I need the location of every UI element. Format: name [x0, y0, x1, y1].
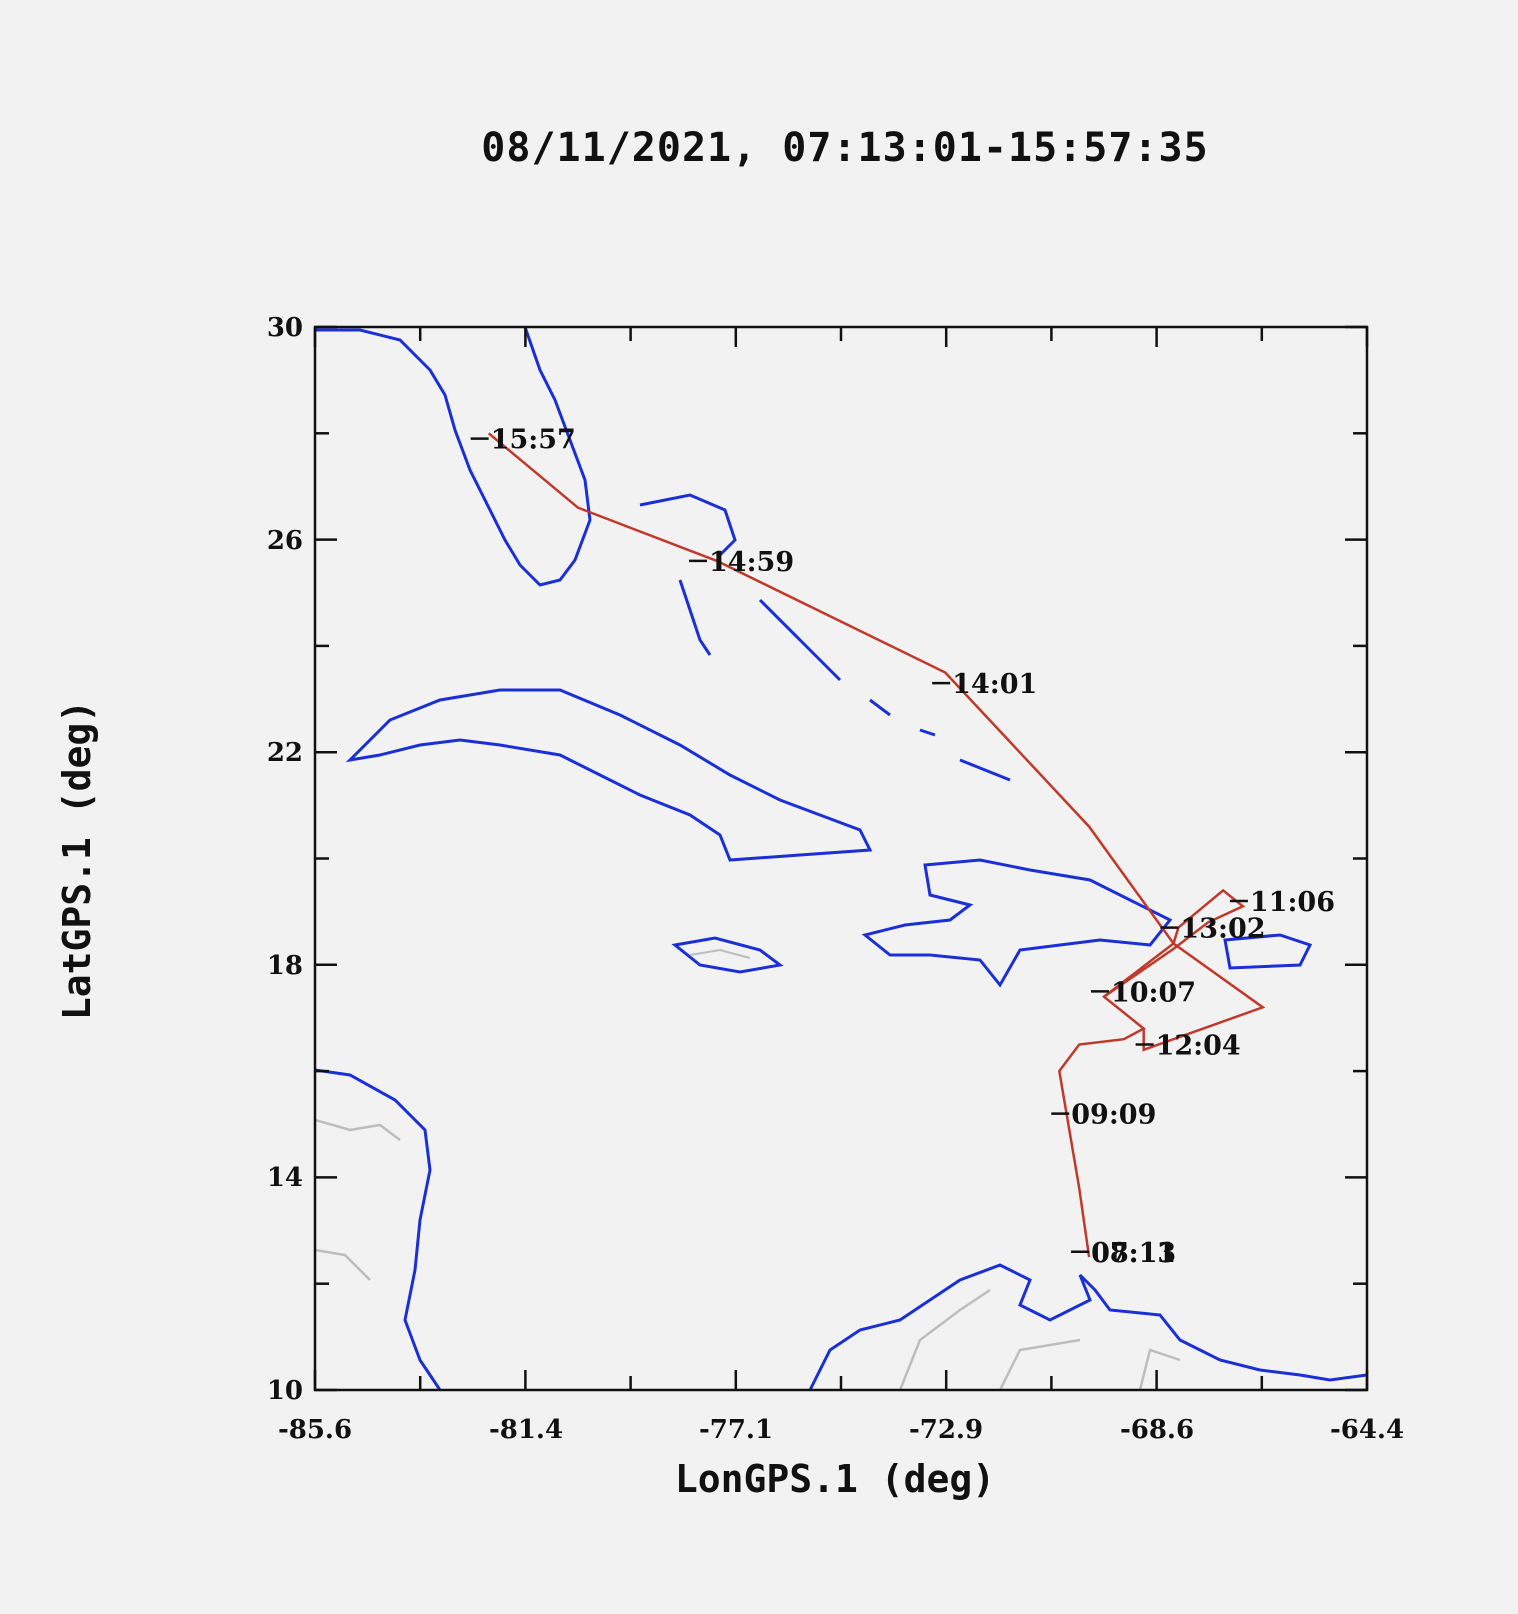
y-tick-label: 30	[267, 313, 303, 343]
x-axis-title: LonGPS.1 (deg)	[675, 1457, 995, 1501]
time-label: 11:06	[1250, 887, 1335, 918]
x-axis-tick-labels: -85.6 -81.4 -77.1 -72.9 -68.6 -64.4	[278, 1415, 1404, 1445]
coastlines	[315, 327, 1367, 1390]
country-border-jamaica-interior	[689, 948, 751, 959]
time-label: 09:09	[1071, 1100, 1156, 1131]
coastline-jamaica	[671, 936, 784, 974]
time-label: 13:02	[1180, 914, 1265, 945]
axis-ticks	[313, 325, 1369, 1392]
coastline-puerto-rico	[1223, 933, 1313, 970]
coastline-cuba	[345, 688, 873, 862]
coastline-central-america	[315, 1068, 442, 1390]
flight-track	[487, 432, 1266, 1258]
time-label: 08:11	[1091, 1238, 1176, 1269]
x-tick-label: -64.4	[1330, 1415, 1404, 1445]
y-tick-label: 26	[267, 526, 303, 556]
y-axis-tick-labels: 10 14 18 22 26 30	[267, 313, 303, 1406]
time-label: 07:13	[1091, 1238, 1176, 1269]
coastline-bahamas-4	[869, 698, 1011, 782]
time-label: 12:04	[1156, 1031, 1241, 1062]
time-label: 15:57	[491, 425, 576, 456]
x-tick-label: -85.6	[278, 1415, 352, 1445]
chart-title: 08/11/2021, 07:13:01-15:57:35	[481, 125, 1209, 171]
coastline-bahamas-3	[758, 598, 842, 682]
x-tick-label: -68.6	[1120, 1415, 1194, 1445]
flight-track-layer	[487, 432, 1266, 1258]
plot-frame	[313, 325, 1369, 1392]
time-label: 10:07	[1111, 977, 1196, 1008]
x-tick-label: -81.4	[489, 1415, 563, 1445]
x-tick-label: -72.9	[909, 1415, 983, 1445]
coastline-bahamas-2	[678, 579, 712, 656]
y-tick-label: 18	[267, 951, 303, 981]
time-label: 14:01	[952, 669, 1037, 700]
y-tick-label: 10	[267, 1376, 303, 1406]
coastline-hispaniola	[861, 858, 1173, 988]
coastline-florida	[315, 327, 592, 587]
y-tick-label: 14	[267, 1163, 303, 1193]
x-tick-label: -77.1	[699, 1415, 773, 1445]
coastline-south-america	[808, 1263, 1367, 1390]
y-tick-label: 22	[267, 738, 303, 768]
coastline-bahamas-1	[639, 493, 737, 557]
country-borders	[315, 1118, 1181, 1390]
y-axis-title: LatGPS.1 (deg)	[55, 700, 99, 1020]
time-label: 14:59	[709, 547, 794, 578]
